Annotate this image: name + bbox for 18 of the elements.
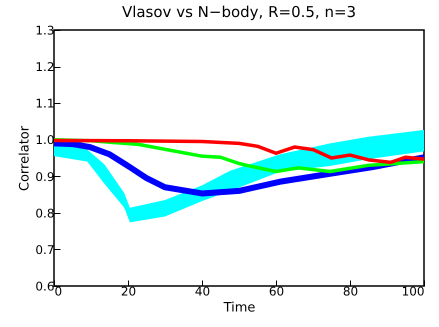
x-tick-label: 20 [120,284,136,298]
y-axis-title: Correlator [17,125,32,192]
x-tick-label: 0 [54,284,62,298]
y-tick-label: 0.9 [35,170,54,184]
y-tick-label: 0.8 [35,206,54,220]
x-tick-label: 80 [342,284,358,298]
y-tick-label: 1.0 [35,133,54,148]
y-tick-label: 0.6 [35,280,54,294]
x-tick-label: 100 [402,284,424,298]
y-tick-label: 1.3 [35,24,54,38]
line-series [54,138,424,164]
x-tick-label: 60 [268,284,284,298]
chart-title: Vlasov vs N−body, R=0.5, n=3 [122,3,356,21]
y-tick-label: 1.1 [35,96,54,111]
x-tick-label: 40 [194,284,210,298]
y-tick-label: 0.7 [35,242,54,257]
y-tick-label: 1.2 [35,60,54,74]
x-axis-title: Time [222,300,256,316]
